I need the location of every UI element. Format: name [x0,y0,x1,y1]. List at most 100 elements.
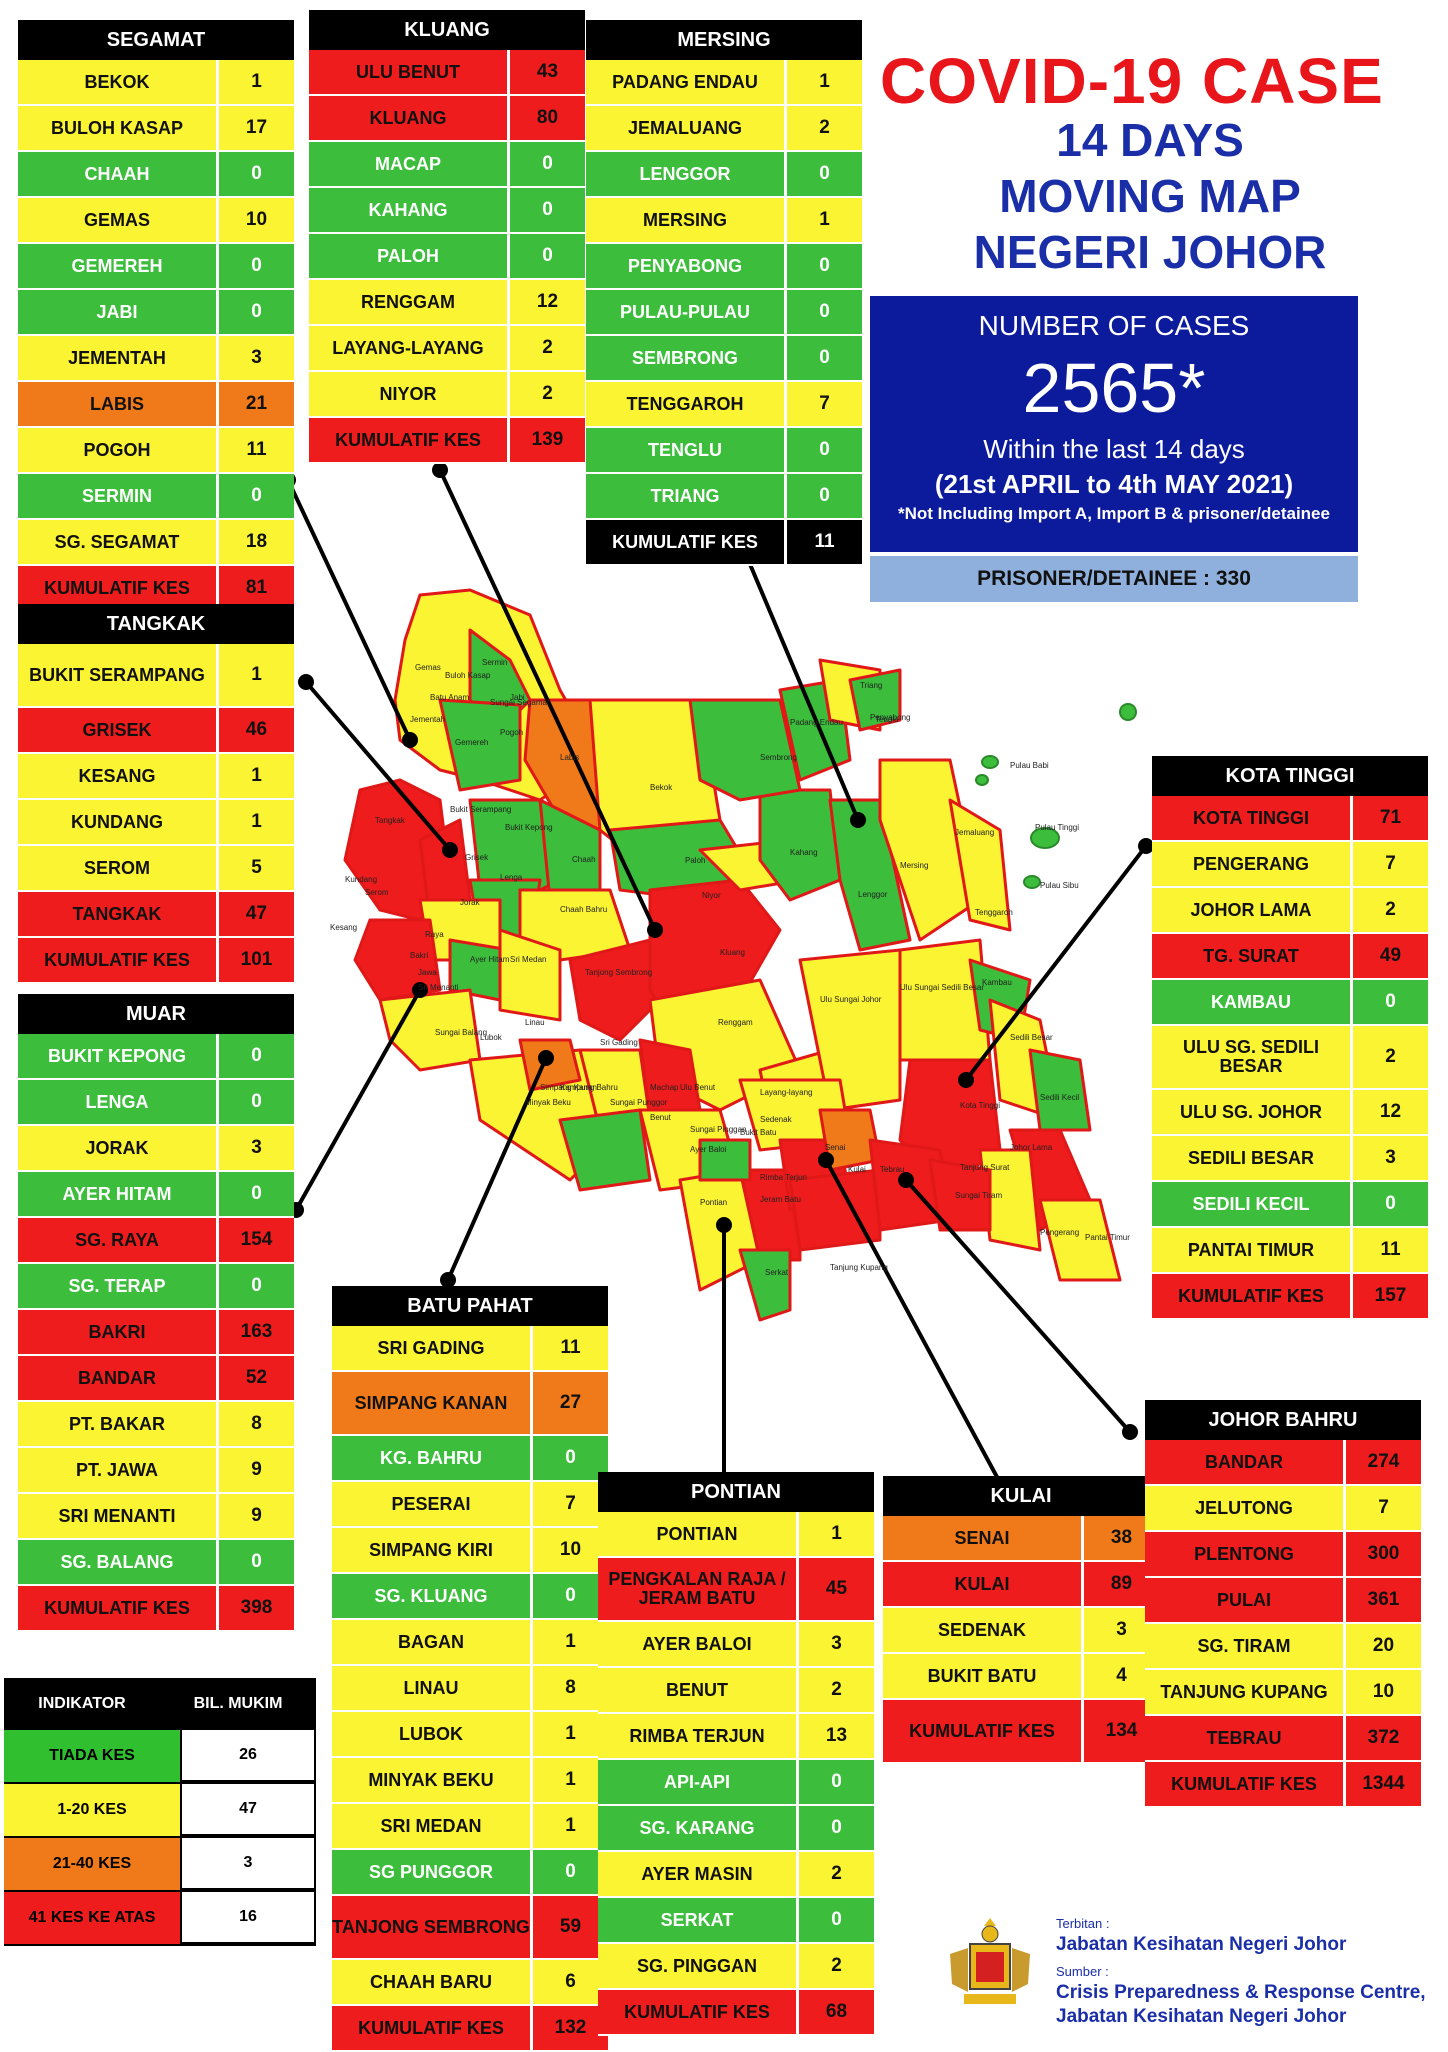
panel-header: JOHOR BAHRU [1145,1400,1421,1440]
legend-indicator: 21-40 KES [4,1838,180,1890]
credit-sumber-line2: Jabatan Kesihatan Negeri Johor [1056,2006,1347,2027]
mukim-cases: 0 [787,336,862,380]
mukim-name: JEMALUANG [586,106,787,150]
mukim-cases: 0 [799,1806,874,1850]
mukim-cases: 0 [787,244,862,288]
mukim-row: CHAAH BARU 6 [332,1960,608,2006]
map-place-label: Jabi [510,693,525,702]
mukim-row: KLUANG 80 [309,96,585,142]
mukim-row: BAGAN 1 [332,1620,608,1666]
mukim-cases: 7 [787,382,862,426]
mukim-name: API-API [598,1760,799,1804]
mukim-name: SG. PINGGAN [598,1944,799,1988]
map-region-sedili-kecil [1028,1048,1092,1132]
map-region-sri-medan [498,928,562,1022]
mukim-cases: 43 [510,50,585,94]
mukim-cases: 274 [1346,1440,1421,1484]
mukim-row: PALOH 0 [309,234,585,280]
mukim-name: KUMULATIF KES [1145,1762,1346,1806]
mukim-row: AYER MASIN 2 [598,1852,874,1898]
panel-header: KULAI [883,1476,1159,1516]
mukim-cases: 17 [219,106,294,150]
title-line-moving-map: MOVING MAP [999,170,1301,222]
map-island-pulau-babi [981,755,999,769]
mukim-row: KAHANG 0 [309,188,585,234]
mukim-name: JELUTONG [1145,1486,1346,1530]
leader-muar [294,989,422,1211]
map-place-label: Bakri [410,951,428,960]
mukim-name: BEKOK [18,60,219,104]
map-place-label: Pulau Tinggi [1035,823,1079,832]
mukim-name: SRI MENANTI [18,1494,219,1538]
leader-dot-batu-pahat [440,1272,456,1288]
mukim-name: MERSING [586,198,787,242]
mukim-name: PANTAI TIMUR [1152,1228,1353,1272]
cases-summary-box: NUMBER OF CASES 2565* Within the last 14… [870,296,1358,552]
mukim-name: PADANG ENDAU [586,60,787,104]
mukim-cases: 0 [787,428,862,472]
mukim-cases: 2 [1353,1026,1428,1088]
cases-date-range: (21st APRIL to 4th MAY 2021) [934,469,1294,499]
mukim-row: PENGKALAN RAJA / JERAM BATU 45 [598,1558,874,1622]
mukim-name: PT. BAKAR [18,1402,219,1446]
map-place-label: Kambau [982,978,1012,987]
mukim-name: PT. JAWA [18,1448,219,1492]
mukim-row: PENGERANG 7 [1152,842,1428,888]
mukim-row: SG. PINGGAN 2 [598,1944,874,1990]
map-place-label: Kundang [345,875,377,884]
mukim-cases: 0 [219,1034,294,1078]
mukim-row: BANDAR 52 [18,1356,294,1402]
mukim-cases: 101 [219,938,294,982]
credit-block: Terbitan : Jabatan Kesihatan Negeri Joho… [940,1914,1440,2027]
mukim-cases: 0 [510,142,585,186]
jata-crest-icon [950,1918,1030,2004]
mukim-row: ULU BENUT 43 [309,50,585,96]
map-place-label: Sungai Tiram [955,1191,1002,1200]
mukim-row: SG. KARANG 0 [598,1806,874,1852]
cumulative-row: KUMULATIF KES 134 [883,1700,1159,1764]
mukim-cases: 8 [219,1402,294,1446]
map-place-label: Senai [825,1143,846,1152]
map-place-label: Tanjung Kupang [830,1263,888,1272]
map-place-label: Minyak Beku [525,1098,571,1107]
mukim-cases: 3 [1353,1136,1428,1180]
map-region-plentong [928,1158,992,1232]
leader-dot-mersing-end [850,812,866,828]
map-place-label: Jemaluang [955,828,994,837]
mukim-cases: 68 [799,1990,874,2034]
mukim-name: TG. SURAT [1152,934,1353,978]
mukim-row: BENUT 2 [598,1668,874,1714]
map-island-aur [1119,703,1137,721]
mukim-row: PENYABONG 0 [586,244,862,290]
credit-terbitan-label: Terbitan : [1056,1916,1110,1931]
mukim-row: PULAU-PULAU 0 [586,290,862,336]
mukim-row: JEMENTAH 3 [18,336,294,382]
map-region-triang [848,668,902,732]
mukim-name: SERKAT [598,1898,799,1942]
mukim-cases: 46 [219,708,294,752]
leader-dot-pontian-end [716,1217,732,1233]
mukim-name: BULOH KASAP [18,106,219,150]
mukim-cases: 11 [219,428,294,472]
map-place-label: Tebrau [880,1165,904,1174]
mukim-name: JORAK [18,1126,219,1170]
mukim-name: SEMBRONG [586,336,787,380]
mukim-row: PESERAI 7 [332,1482,608,1528]
legend-col-count: BIL. MUKIM [193,1695,283,1712]
mukim-name: LABIS [18,382,219,426]
leader-tangkak [304,680,452,852]
mukim-name: KUMULATIF KES [309,418,510,462]
mukim-name: KG. BAHRU [332,1436,533,1480]
leader-dot-jb-end [898,1172,914,1188]
mukim-name: ULU BENUT [309,50,510,94]
mukim-name: KUMULATIF KES [598,1990,799,2034]
mukim-name: TANJUNG KUPANG [1145,1670,1346,1714]
mukim-cases: 59 [533,1896,608,1958]
mukim-cases: 80 [510,96,585,140]
mukim-row: GEMAS 10 [18,198,294,244]
map-island-pulau-tinggi [1030,827,1060,849]
leader-dot-kulai-end [818,1152,834,1168]
mukim-cases: 10 [219,198,294,242]
mukim-row: MINYAK BEKU 1 [332,1758,608,1804]
map-place-label: Sembrong [760,753,797,762]
